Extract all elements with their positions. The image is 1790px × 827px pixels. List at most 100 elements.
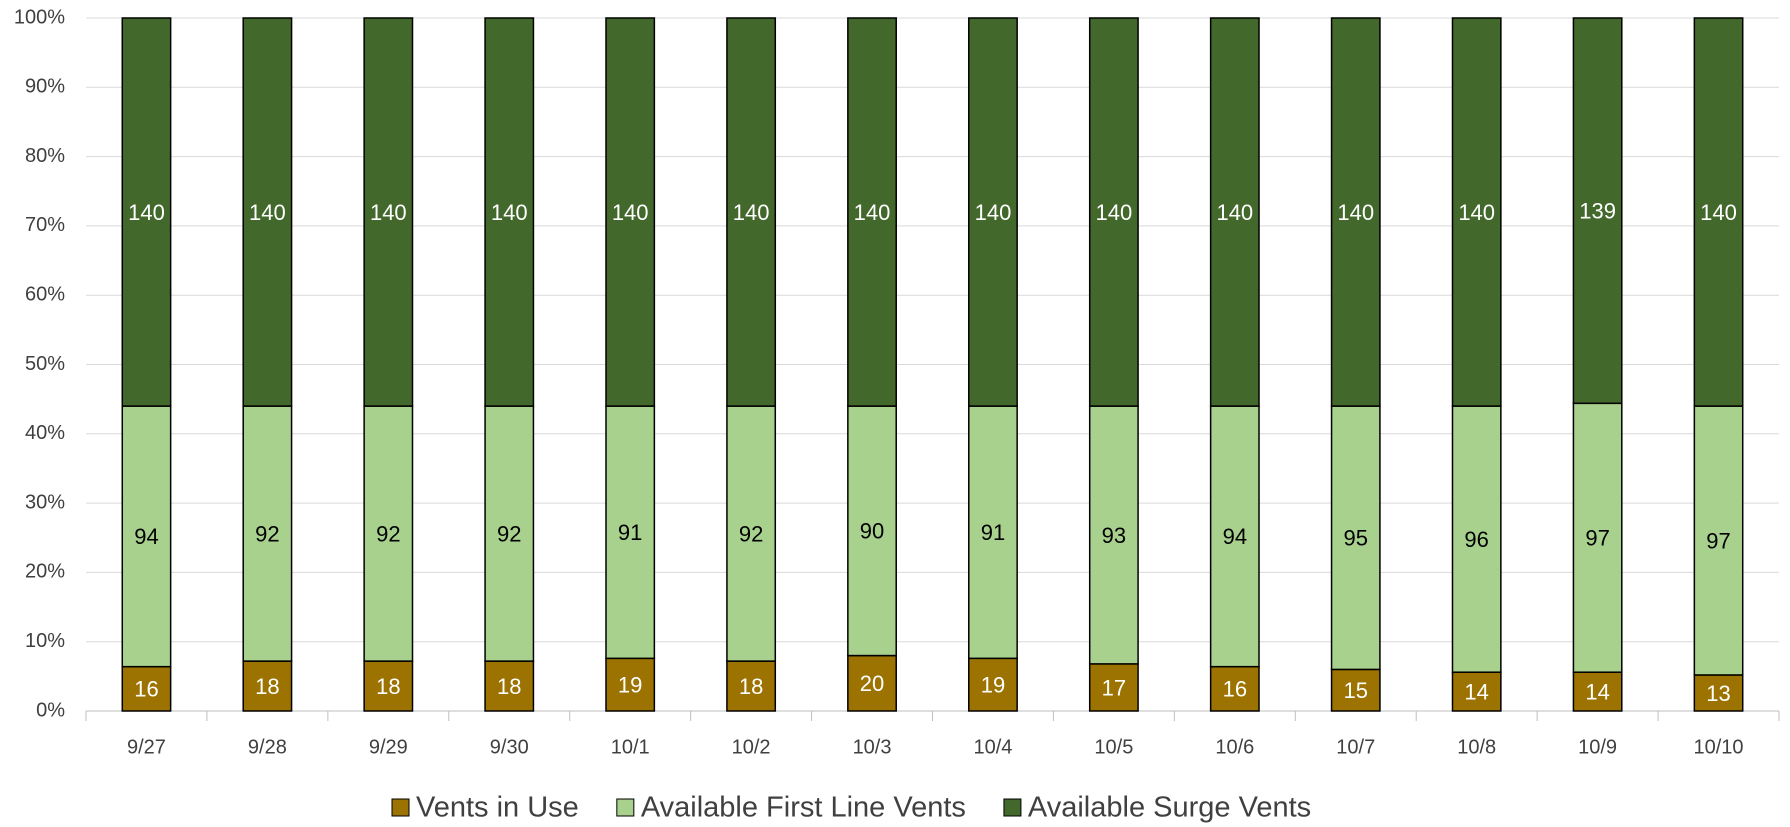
y-tick-label: 50% <box>25 353 65 375</box>
x-tick-label: 10/9 <box>1578 736 1617 758</box>
data-label: 18 <box>497 674 521 699</box>
x-tick-label: 10/6 <box>1215 736 1254 758</box>
legend-swatch <box>391 798 410 817</box>
legend-label: Vents in Use <box>416 792 579 824</box>
bar-segment <box>726 660 777 712</box>
x-tick-label: 10/8 <box>1457 736 1496 758</box>
data-label: 92 <box>376 521 400 546</box>
legend-label: Available Surge Vents <box>1028 792 1311 824</box>
x-tick-label: 10/5 <box>1094 736 1133 758</box>
data-label: 140 <box>854 200 891 225</box>
data-label: 90 <box>860 519 884 544</box>
bar-segment <box>1330 17 1381 407</box>
data-label: 16 <box>1223 677 1247 702</box>
bar-segment <box>1693 17 1744 407</box>
legend-label: Available First Line Vents <box>641 792 966 824</box>
data-label: 19 <box>981 672 1005 697</box>
x-tick-label: 9/28 <box>248 736 287 758</box>
bar-segment <box>484 405 535 662</box>
bar-segment <box>1572 17 1623 405</box>
data-label: 140 <box>733 200 770 225</box>
bar-segment <box>726 405 777 662</box>
y-tick-label: 90% <box>25 76 65 98</box>
y-tick-label: 10% <box>25 630 65 652</box>
bar-segment <box>1451 405 1502 673</box>
bar-segment <box>363 660 414 712</box>
data-label: 140 <box>1700 200 1737 225</box>
data-label: 91 <box>981 520 1005 545</box>
legend-swatch <box>1003 798 1022 817</box>
data-label: 139 <box>1579 198 1616 223</box>
data-label: 14 <box>1585 679 1609 704</box>
bar-segment <box>847 405 897 657</box>
x-tick-label: 10/4 <box>973 736 1012 758</box>
x-tick-label: 10/2 <box>732 736 771 758</box>
data-label: 140 <box>370 200 407 225</box>
bar-segment <box>1088 663 1139 712</box>
y-tick-label: 0% <box>36 699 65 721</box>
bar-segment <box>1209 17 1260 407</box>
data-label: 18 <box>376 674 400 699</box>
data-label: 140 <box>975 200 1012 225</box>
y-tick-label: 100% <box>14 6 65 28</box>
data-label: 19 <box>618 672 642 697</box>
data-label: 140 <box>612 200 649 225</box>
data-label: 93 <box>1102 523 1126 548</box>
data-label: 92 <box>739 521 763 546</box>
bar-segment <box>1693 405 1744 676</box>
data-label: 140 <box>1216 200 1253 225</box>
data-label: 94 <box>134 524 158 549</box>
data-label: 140 <box>1337 200 1374 225</box>
legend-swatch <box>616 798 635 817</box>
bar-segment <box>121 405 172 668</box>
data-label: 14 <box>1464 679 1488 704</box>
bar-segment <box>726 17 777 407</box>
bar-segment <box>968 657 1018 712</box>
bar-segment <box>484 17 535 407</box>
y-tick-label: 30% <box>25 491 65 513</box>
data-label: 94 <box>1223 524 1247 549</box>
data-label: 97 <box>1585 526 1609 551</box>
x-tick-label: 9/29 <box>369 736 408 758</box>
bar-segment <box>1330 405 1381 671</box>
data-label: 96 <box>1464 527 1488 552</box>
bar-segment <box>1451 17 1502 407</box>
data-label: 95 <box>1344 526 1368 551</box>
data-label: 140 <box>128 200 165 225</box>
data-label: 92 <box>497 521 521 546</box>
y-tick-label: 20% <box>25 561 65 583</box>
data-label: 140 <box>249 200 286 225</box>
data-label: 140 <box>1096 200 1133 225</box>
data-label: 140 <box>491 200 528 225</box>
bar-segment <box>1088 405 1139 665</box>
bar-segment <box>605 657 656 712</box>
bar-segment <box>1088 17 1139 407</box>
bar-segment <box>1451 671 1502 712</box>
x-tick-label: 9/27 <box>127 736 166 758</box>
bar-segment <box>242 405 293 662</box>
bar-segment <box>242 17 293 407</box>
x-tick-label: 10/7 <box>1336 736 1375 758</box>
bar-segment <box>363 17 414 407</box>
y-tick-label: 70% <box>25 214 65 236</box>
x-tick-label: 9/30 <box>490 736 529 758</box>
bar-segment <box>121 17 172 407</box>
x-tick-label: 10/3 <box>853 736 892 758</box>
data-label: 18 <box>739 674 763 699</box>
bar-segment <box>1209 405 1260 668</box>
bar-segment <box>605 405 656 660</box>
bar-segment <box>968 405 1018 660</box>
data-label: 16 <box>134 677 158 702</box>
bar-segment <box>484 660 535 712</box>
data-label: 18 <box>255 674 279 699</box>
x-tick-label: 10/1 <box>611 736 650 758</box>
y-tick-label: 60% <box>25 283 65 305</box>
data-label: 20 <box>860 671 884 696</box>
bar-segment <box>847 17 897 407</box>
bar-segment <box>363 405 414 662</box>
data-label: 92 <box>255 521 279 546</box>
data-label: 13 <box>1706 681 1730 706</box>
data-label: 140 <box>1458 200 1495 225</box>
y-tick-label: 40% <box>25 422 65 444</box>
